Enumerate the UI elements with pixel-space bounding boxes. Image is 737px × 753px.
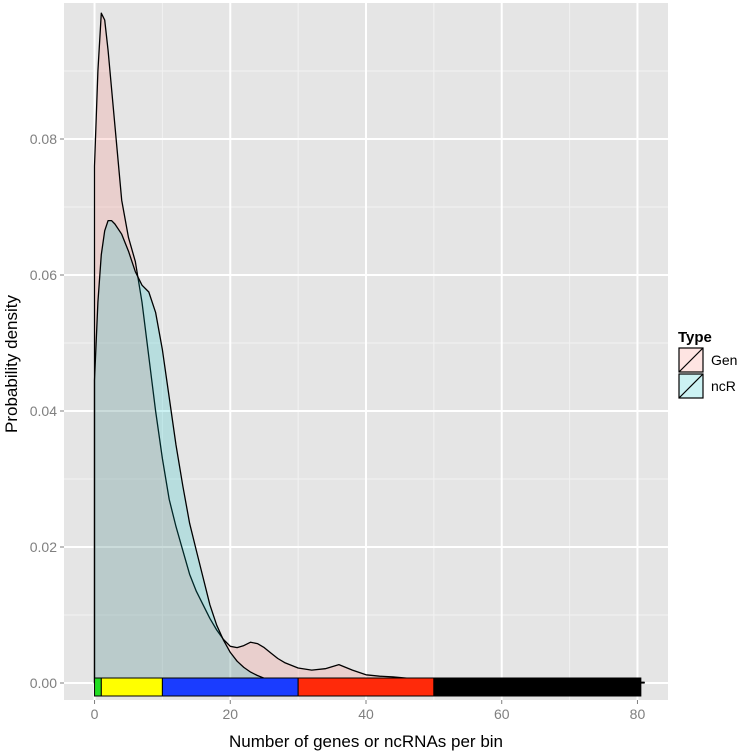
- x-tick-label: 40: [358, 706, 374, 722]
- x-axis-ticks: 0 20 40 60 80: [91, 700, 646, 722]
- y-tick-label: 0.06: [30, 267, 57, 283]
- x-tick-label: 60: [494, 706, 510, 722]
- bin-segment-3: [297, 677, 435, 697]
- bin-segment-0: [94, 677, 102, 697]
- legend: Type Gene ncRNA: [678, 329, 737, 399]
- y-axis-ticks: 0.00 0.02 0.04 0.06 0.08: [30, 131, 64, 691]
- bin-segment-1: [100, 677, 163, 697]
- legend-title: Type: [678, 329, 712, 346]
- legend-keys: Gene ncRNA: [678, 347, 737, 399]
- legend-key-ncrna: [678, 373, 704, 399]
- y-tick-label: 0.04: [30, 403, 57, 419]
- legend-label-ncrna: ncRNA: [711, 378, 737, 394]
- x-axis-title: Number of genes or ncRNAs per bin: [229, 732, 503, 751]
- legend-key-gene: [678, 347, 704, 373]
- bin-segment-2: [161, 677, 299, 697]
- legend-key-slash: [678, 373, 704, 399]
- bin-color-bar: [94, 677, 642, 697]
- y-tick-label: 0.00: [30, 675, 57, 691]
- legend-label-gene: Gene: [711, 352, 737, 368]
- y-tick-label: 0.08: [30, 131, 57, 147]
- y-tick-label: 0.02: [30, 539, 57, 555]
- x-tick-label: 80: [630, 706, 646, 722]
- y-axis-title: Probability density: [2, 295, 21, 433]
- x-tick-label: 20: [222, 706, 238, 722]
- x-tick-label: 0: [91, 706, 99, 722]
- legend-key-slash: [678, 347, 704, 373]
- bin-segment-4: [433, 677, 642, 697]
